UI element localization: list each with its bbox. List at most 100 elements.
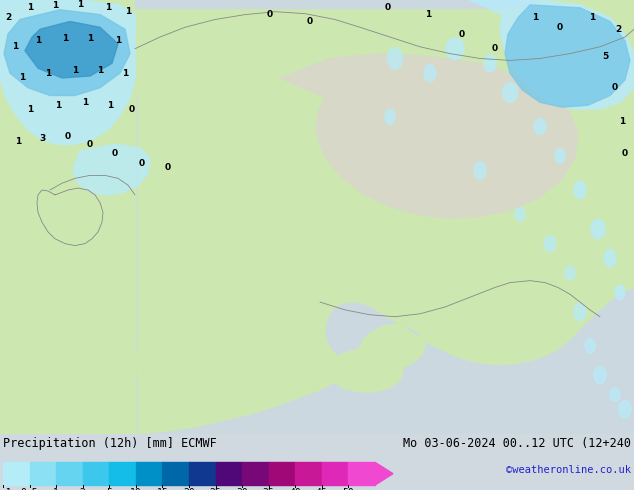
Bar	[135, 0, 535, 8]
Text: 2: 2	[5, 13, 11, 22]
Text: 1: 1	[19, 74, 25, 82]
Polygon shape	[73, 144, 150, 195]
Text: 0: 0	[112, 149, 118, 158]
Ellipse shape	[385, 109, 395, 125]
Text: 1: 1	[62, 34, 68, 44]
Text: 0: 0	[557, 23, 563, 32]
Ellipse shape	[585, 339, 595, 353]
Polygon shape	[4, 10, 130, 96]
Ellipse shape	[604, 249, 616, 267]
Bar	[242, 463, 269, 485]
Text: 1: 1	[82, 98, 88, 107]
Text: 1: 1	[35, 36, 41, 46]
Bar	[189, 463, 216, 485]
Text: 1: 1	[15, 137, 21, 146]
Text: 0: 0	[492, 44, 498, 53]
Text: 1: 1	[125, 7, 131, 16]
Bar	[322, 463, 349, 485]
Text: 0: 0	[87, 140, 93, 149]
Ellipse shape	[610, 388, 620, 401]
Bar	[349, 463, 375, 485]
Text: Precipitation (12h) [mm] ECMWF: Precipitation (12h) [mm] ECMWF	[3, 437, 217, 450]
Ellipse shape	[594, 367, 606, 384]
Text: 0: 0	[459, 29, 465, 39]
Polygon shape	[35, 180, 108, 252]
Text: 5: 5	[602, 52, 608, 61]
Text: 5: 5	[107, 488, 112, 490]
Text: 0: 0	[612, 83, 618, 92]
Ellipse shape	[615, 285, 625, 300]
Bar	[30, 463, 56, 485]
Polygon shape	[25, 22, 118, 78]
Text: 1: 1	[425, 10, 431, 19]
Bar	[216, 463, 242, 485]
Text: 1: 1	[53, 488, 59, 490]
Text: 0: 0	[139, 159, 145, 168]
Text: 0: 0	[65, 132, 71, 141]
Text: 1: 1	[27, 105, 33, 114]
Text: 1: 1	[105, 3, 111, 12]
Polygon shape	[0, 0, 135, 434]
Ellipse shape	[619, 400, 631, 418]
Ellipse shape	[555, 148, 565, 163]
Text: ©weatheronline.co.uk: ©weatheronline.co.uk	[506, 465, 631, 475]
Text: 0: 0	[165, 163, 171, 172]
Ellipse shape	[424, 64, 436, 82]
Text: 15: 15	[157, 488, 168, 490]
Text: 10: 10	[130, 488, 142, 490]
Text: 0: 0	[307, 17, 313, 26]
Polygon shape	[375, 463, 393, 485]
Text: Mo 03-06-2024 00..12 UTC (12+240: Mo 03-06-2024 00..12 UTC (12+240	[403, 437, 631, 450]
Text: 3: 3	[39, 134, 45, 143]
Ellipse shape	[574, 303, 586, 320]
Text: 1: 1	[97, 66, 103, 74]
Ellipse shape	[503, 83, 517, 102]
Ellipse shape	[474, 162, 486, 179]
Bar	[162, 463, 189, 485]
Text: 1: 1	[619, 117, 625, 126]
Text: 0.5: 0.5	[21, 488, 39, 490]
Bar	[269, 463, 295, 485]
Text: 1: 1	[107, 101, 113, 110]
Text: 40: 40	[289, 488, 301, 490]
Polygon shape	[133, 339, 268, 400]
Text: 0.1: 0.1	[0, 488, 12, 490]
Text: 0: 0	[267, 10, 273, 19]
Text: 0: 0	[129, 105, 135, 114]
Text: 50: 50	[342, 488, 354, 490]
Text: 1: 1	[45, 69, 51, 77]
Text: 2: 2	[615, 24, 621, 34]
Text: 1: 1	[87, 34, 93, 44]
Text: 0: 0	[385, 3, 391, 12]
Text: 1: 1	[72, 66, 78, 74]
Text: 25: 25	[210, 488, 221, 490]
Ellipse shape	[484, 54, 496, 72]
Bar	[3, 463, 30, 485]
Text: 1: 1	[77, 0, 83, 9]
Text: 20: 20	[183, 488, 195, 490]
Polygon shape	[505, 5, 630, 107]
Text: 1: 1	[589, 13, 595, 22]
Bar	[82, 463, 109, 485]
Text: 1: 1	[115, 36, 121, 46]
Text: 1: 1	[52, 1, 58, 10]
Polygon shape	[35, 258, 98, 307]
Text: 35: 35	[263, 488, 275, 490]
Ellipse shape	[544, 236, 556, 251]
Ellipse shape	[574, 181, 586, 199]
Text: 1: 1	[122, 69, 128, 77]
Polygon shape	[470, 0, 634, 109]
Ellipse shape	[534, 119, 546, 134]
Polygon shape	[92, 0, 634, 434]
Ellipse shape	[446, 38, 464, 59]
Text: 1: 1	[12, 42, 18, 51]
Ellipse shape	[515, 208, 525, 221]
Polygon shape	[328, 349, 403, 392]
Text: 45: 45	[316, 488, 328, 490]
Text: 1: 1	[55, 101, 61, 110]
Polygon shape	[280, 53, 578, 218]
Bar	[295, 463, 322, 485]
Text: 1: 1	[532, 13, 538, 22]
Text: 1: 1	[27, 3, 33, 12]
Ellipse shape	[565, 266, 575, 280]
